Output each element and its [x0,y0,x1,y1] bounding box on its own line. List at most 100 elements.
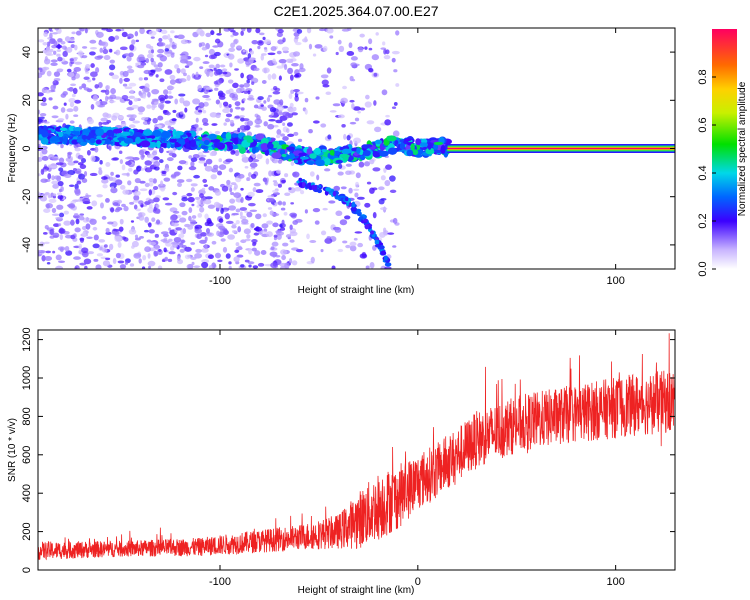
spectrogram-speckle [57,56,63,62]
snr-y-tick-label: 600 [21,446,33,464]
spectrogram-speckle [203,184,208,188]
spectrogram-speckle [190,242,196,245]
spectrogram-speckle [208,54,216,60]
spectrogram-speckle [228,261,232,265]
spectrogram-speckle [139,28,145,35]
spectrogram-speckle [167,125,172,129]
spectrogram-speckle [80,157,87,164]
spectrogram-speckle [263,39,272,45]
spectrogram-speckle [355,172,361,179]
spectrogram-speckle [47,173,52,180]
spectrogram-speckle [260,104,264,107]
spectrogram-speckle [263,121,268,127]
spectrogram-speckle [385,164,393,170]
spectrogram-speckle [213,70,219,76]
spectrogram-speckle [246,28,252,33]
spectrogram-speckle [385,114,390,118]
spectrogram-speckle [209,152,215,157]
spectrogram-speckle [240,187,244,191]
spectrogram-speckle [112,202,119,206]
spectrogram-speckle [272,189,279,193]
spectrogram-speckle [155,219,161,225]
spectrogram-y-label: Frequency (Hz) [7,114,18,183]
spectrogram-speckle [201,187,206,191]
spectrogram-speckle [145,57,150,64]
spectrogram-speckle [228,265,232,269]
spectrogram-speckle [256,114,261,121]
spectrogram-speckle [164,100,171,104]
spectrogram-speckle [286,122,293,127]
spectrogram-band-blob [89,137,96,144]
spectrogram-speckle [89,172,98,177]
spectrogram-speckle [70,234,76,240]
spectrogram-speckle [89,51,96,56]
spectrogram-speckle [172,191,178,196]
spectrogram-speckle [391,50,400,55]
spectrogram-speckle [192,154,200,159]
spectrogram-speckle [216,33,222,36]
spectrogram-speckle [64,36,71,42]
spectrogram-speckle [121,203,126,207]
spectrogram-branch-blob [384,262,392,267]
spectrogram-speckle [237,245,242,250]
spectrogram-speckle [79,28,85,32]
spectrogram-speckle [393,69,398,73]
spectrogram-speckle [159,78,165,83]
spectrogram-band-blob [289,153,295,160]
spectrogram-speckle [135,39,140,43]
spectrogram-speckle [276,50,282,55]
spectrogram-speckle [59,233,64,240]
spectrogram-speckle [44,224,49,230]
spectrogram-band-blob [63,136,68,144]
spectrogram-speckle [128,95,135,99]
spectrogram-speckle [90,63,95,68]
spectrogram-speckle [186,60,193,66]
spectrogram-speckle [324,237,333,244]
spectrogram-speckle [358,161,365,168]
spectrogram-band-blob [419,142,428,148]
spectrogram-speckle [110,186,115,189]
spectrogram-speckle [267,73,272,81]
spectrogram-speckle [74,44,78,51]
spectrogram-speckle [349,99,355,103]
spectrogram-speckle [52,32,59,35]
spectrogram-speckle [167,95,174,99]
spectrogram-speckle [65,113,69,120]
spectrogram-speckle [202,61,210,65]
spectrogram-speckle [323,45,328,52]
spectrogram-speckle [255,28,261,34]
spectrogram-speckle [47,193,52,199]
spectrogram-speckle [66,204,74,207]
spectrogram-y-tick-label: 0 [21,145,33,151]
spectrogram-speckle [218,164,227,170]
spectrogram-speckle [273,124,279,128]
spectrogram-speckle [226,179,231,185]
spectrogram-speckle [140,116,149,121]
spectrogram-x-label: Height of straight line (km) [298,285,415,296]
spectrogram-speckle [193,123,199,128]
spectrogram-speckle [163,177,171,182]
spectrogram-speckle [306,28,312,34]
spectrogram-speckle [282,136,289,141]
spectrogram-speckle [253,232,259,236]
spectrogram-speckle [228,205,237,211]
spectrogram-speckle [279,223,283,228]
spectrogram-speckle [45,202,54,209]
spectrogram-speckle [111,74,120,80]
spectrogram-speckle [318,28,326,32]
spectrogram-speckle [261,106,267,111]
spectrogram-speckle [58,228,66,234]
spectrogram-speckle [230,192,235,196]
spectrogram-speckle [102,49,109,55]
spectrogram-branch-blob [298,177,303,182]
spectrogram-speckle [231,212,240,216]
spectrogram-speckle [153,166,160,171]
spectrogram-speckle [101,28,109,31]
spectrogram-speckle [288,258,293,264]
spectrogram-band-blob [140,140,151,148]
spectrogram-speckle [69,102,75,108]
spectrogram-speckle [120,185,126,190]
spectrogram-speckle [178,233,185,239]
spectrogram-speckle [73,256,81,260]
spectrogram-speckle [212,45,219,48]
